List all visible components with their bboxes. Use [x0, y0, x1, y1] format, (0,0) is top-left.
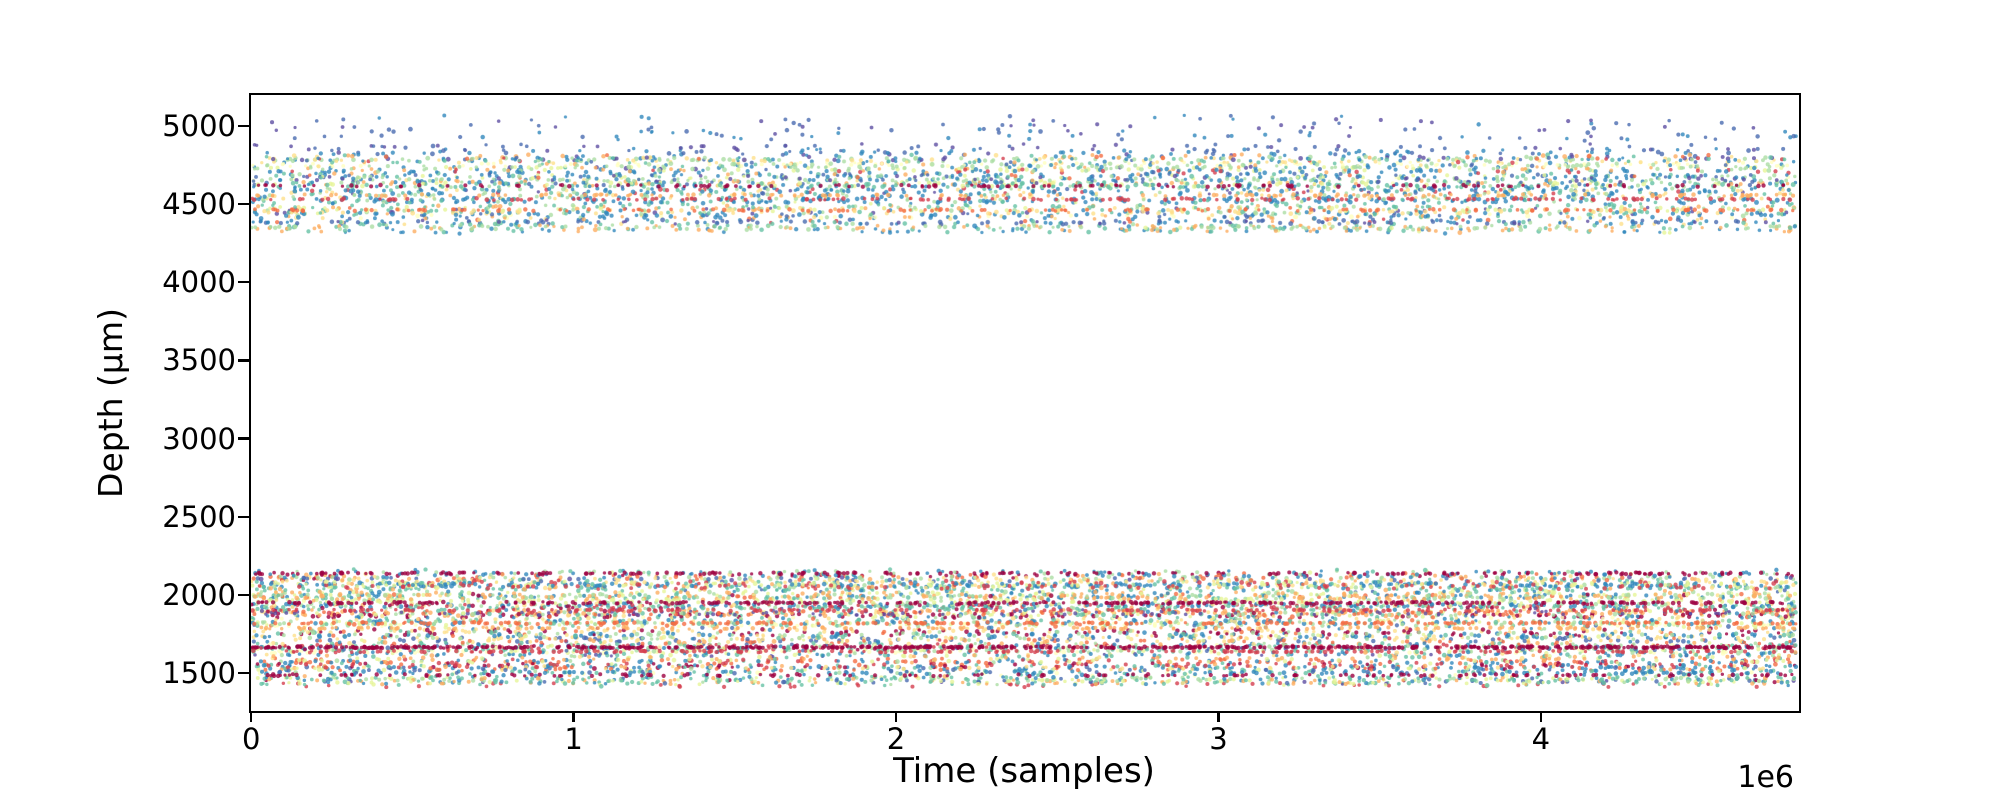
- y-tick-label: 4500: [162, 186, 236, 221]
- x-tick-mark: [894, 710, 898, 722]
- y-axis-label: Depth (μm): [91, 308, 130, 498]
- x-tick-label: 1: [564, 722, 583, 756]
- y-tick-mark: [238, 280, 249, 284]
- x-axis-label: Time (samples): [893, 751, 1155, 791]
- x-tick-label: 0: [241, 722, 261, 756]
- x-tick-mark: [250, 710, 253, 722]
- x-tick-label: 4: [1531, 722, 1551, 756]
- y-tick-mark: [238, 672, 249, 675]
- y-tick-mark: [238, 202, 249, 206]
- scatter-points-canvas: [251, 95, 1799, 711]
- y-tick-mark: [238, 437, 249, 440]
- x-tick-mark: [1539, 710, 1543, 722]
- x-tick-mark: [572, 710, 575, 722]
- y-tick-label: 3000: [162, 421, 236, 456]
- plot-area: [249, 93, 1801, 713]
- y-tick-mark: [238, 124, 249, 127]
- x-tick-label: 3: [1209, 722, 1228, 756]
- y-tick-label: 5000: [162, 108, 236, 143]
- y-tick-mark: [238, 359, 249, 362]
- y-tick-label: 2000: [162, 578, 236, 613]
- y-tick-mark: [238, 593, 249, 597]
- x-axis-offset-label: 1e6: [1737, 760, 1794, 795]
- y-tick-label: 3500: [162, 343, 236, 378]
- x-tick-label: 2: [886, 722, 906, 756]
- y-tick-mark: [238, 515, 249, 518]
- y-tick-label: 4000: [162, 265, 236, 300]
- x-tick-mark: [1217, 710, 1220, 722]
- y-tick-label: 2500: [162, 499, 236, 534]
- y-tick-label: 1500: [162, 656, 236, 691]
